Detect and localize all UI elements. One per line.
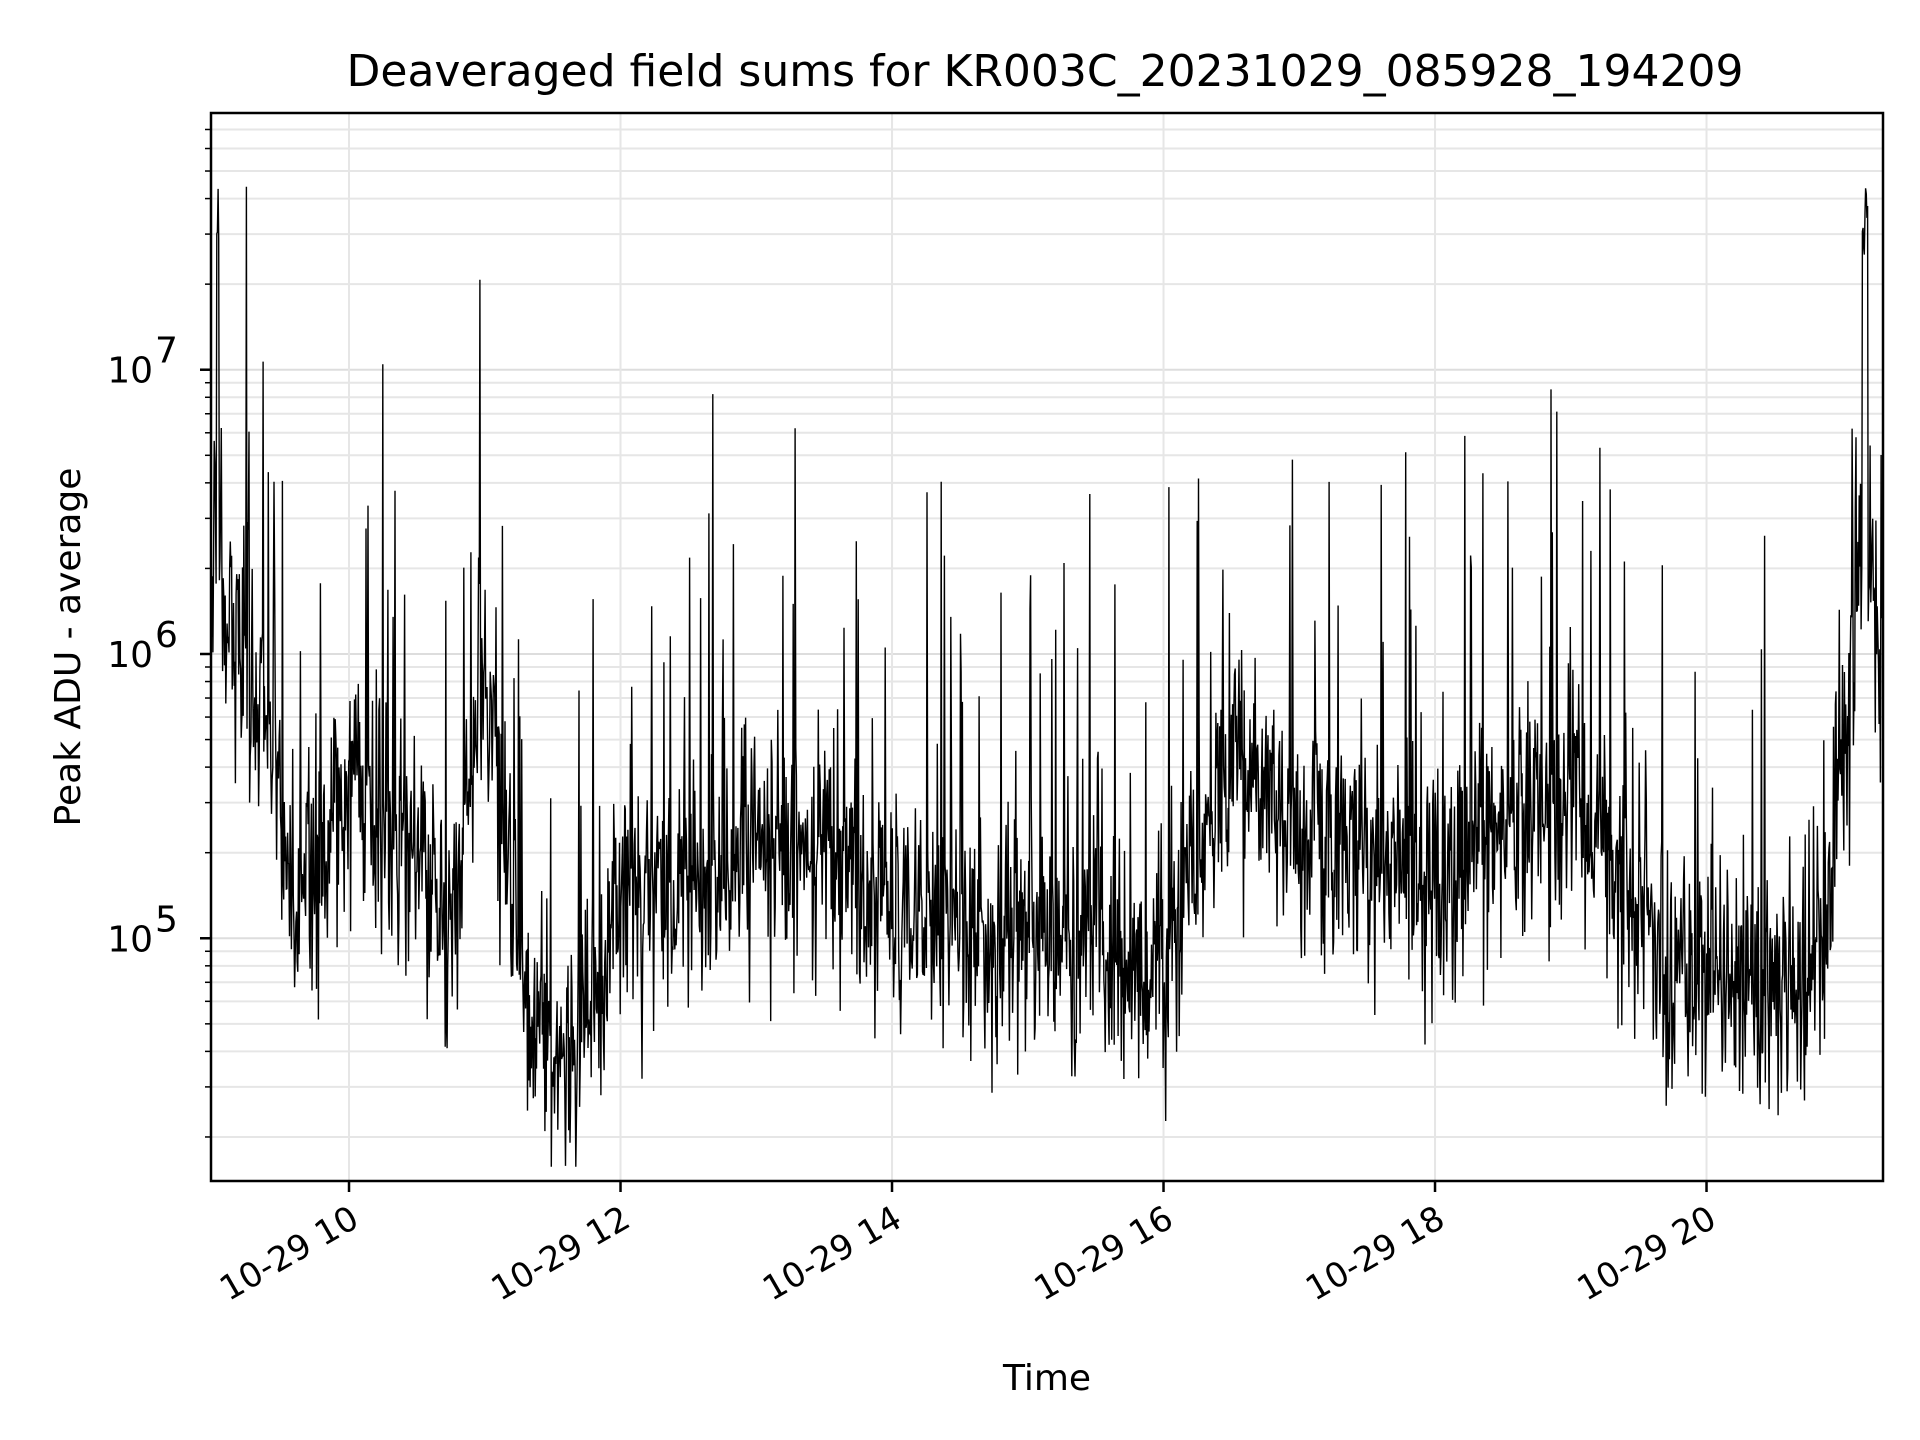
y-tick-exponent: 7 <box>155 331 178 372</box>
y-tick-exponent: 5 <box>155 899 178 940</box>
y-axis-label: Peak ADU - average <box>48 468 89 827</box>
x-axis-label: Time <box>1002 1358 1091 1399</box>
series-line <box>210 186 1884 1167</box>
axes-frame <box>209 111 1885 1183</box>
plot-area <box>210 186 1884 1167</box>
y-tick-label: 10 <box>107 919 153 960</box>
y-tick-label: 10 <box>107 351 153 392</box>
chart-title: Deaveraged field sums for KR003C_2023102… <box>347 46 1744 97</box>
y-tick-exponent: 6 <box>155 615 178 656</box>
y-tick-label: 10 <box>107 635 153 676</box>
